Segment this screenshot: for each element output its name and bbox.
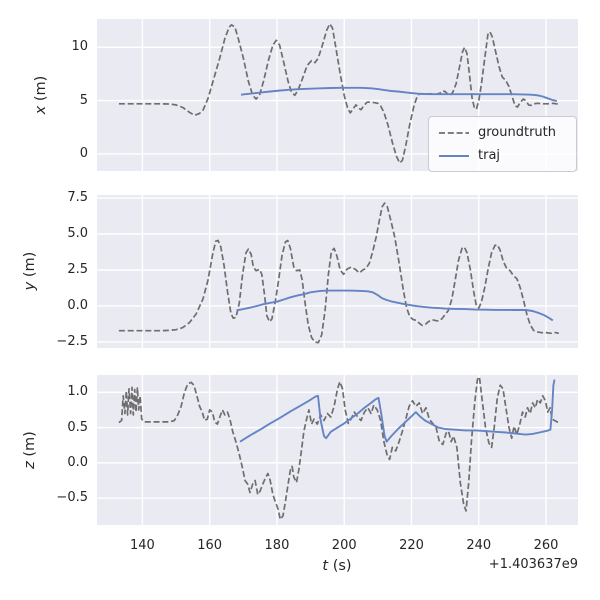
y-axis-label-x: x (m) bbox=[33, 76, 49, 115]
dashed-line-sample-icon bbox=[439, 131, 469, 134]
y-axis-label-unit: (m) bbox=[22, 251, 38, 282]
x-tick-label: 220 bbox=[399, 538, 424, 553]
plot-area bbox=[97, 375, 578, 525]
x-axis-label: t (s) bbox=[322, 558, 351, 574]
x-axis-label-unit: (s) bbox=[328, 558, 352, 574]
y-axis-label-unit: (m) bbox=[22, 431, 38, 462]
x-tick-label: 160 bbox=[197, 538, 223, 553]
legend-item-traj: traj bbox=[439, 148, 566, 163]
plot-area bbox=[97, 19, 578, 171]
y-tick-label: 5.0 bbox=[67, 226, 88, 241]
y-tick-label: 10 bbox=[71, 39, 88, 55]
axes-x-subplot bbox=[97, 19, 578, 171]
x-tick-label: 260 bbox=[533, 538, 559, 553]
y-axis-label-y: y (m) bbox=[22, 252, 38, 291]
legend: groundtruth traj bbox=[428, 116, 577, 172]
x-axis-label-var: t bbox=[322, 558, 329, 574]
y-tick-label: 1.0 bbox=[67, 384, 88, 400]
x-tick-label: 200 bbox=[331, 538, 357, 553]
y-tick-label: 0.5 bbox=[67, 419, 88, 435]
y-axis-label-var: z bbox=[22, 461, 38, 469]
x-tick-label: 140 bbox=[129, 538, 155, 553]
legend-label: groundtruth bbox=[478, 125, 557, 140]
y-tick-label: 0 bbox=[79, 145, 88, 161]
y-tick-label: 7.5 bbox=[67, 190, 88, 206]
x-tick-label: 240 bbox=[466, 538, 492, 553]
y-tick-label: 2.5 bbox=[67, 261, 88, 277]
groundtruth-line bbox=[118, 375, 560, 521]
y-axis-label-var: x bbox=[33, 105, 49, 115]
y-tick-label: 5 bbox=[79, 92, 88, 108]
y-tick-label: −2.5 bbox=[56, 333, 88, 349]
y-tick-label: 0.0 bbox=[67, 297, 88, 313]
y-tick-label: −0.5 bbox=[56, 490, 88, 506]
axes-y-subplot bbox=[97, 195, 578, 348]
traj-line bbox=[239, 379, 556, 443]
traj-line bbox=[236, 289, 554, 322]
groundtruth-line bbox=[118, 202, 559, 344]
legend-item-groundtruth: groundtruth bbox=[439, 125, 566, 140]
solid-line-sample-icon bbox=[439, 154, 469, 157]
groundtruth-line bbox=[118, 22, 559, 164]
x-axis-offset-text: +1.403637e9 bbox=[488, 557, 578, 572]
legend-label: traj bbox=[478, 148, 501, 163]
traj-line bbox=[240, 86, 558, 103]
axes-z-subplot bbox=[97, 375, 578, 525]
y-tick-label: 0.0 bbox=[67, 454, 88, 470]
x-tick-label: 180 bbox=[264, 538, 290, 553]
plot-area bbox=[97, 195, 578, 348]
y-axis-label-unit: (m) bbox=[33, 75, 49, 106]
y-axis-label-z: z (m) bbox=[22, 431, 38, 469]
y-axis-label-var: y bbox=[22, 281, 38, 291]
